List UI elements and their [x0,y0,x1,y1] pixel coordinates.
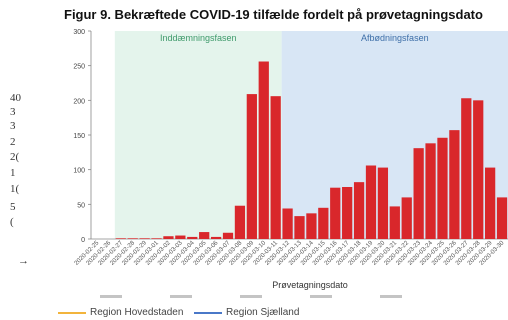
x-axis-title: Prøvetagningsdato [272,280,348,290]
bar-2020-02-27 [115,238,126,239]
bar-2020-03-06 [210,236,222,239]
bar-2020-03-12 [282,208,293,239]
background-partial-label: 1( [10,183,20,195]
bar-2020-03-11 [270,96,281,239]
bar-2020-03-01 [151,238,162,239]
background-partial-label: 3 [10,120,16,132]
legend-swatch-hovedstaden [58,312,86,314]
bar-2020-03-17 [342,187,353,239]
background-partial-label: 40 [10,92,21,104]
bar-2020-03-02 [163,236,174,239]
y-tick-label: 50 [77,202,85,209]
y-tick-label: 200 [73,98,85,105]
bar-2020-03-23 [413,148,424,239]
bar-2020-03-03 [175,235,186,239]
bar-2020-03-04 [187,236,198,239]
bar-2020-03-19 [365,165,377,239]
background-partial-label: 5 [10,201,16,213]
background-partial-label: 3 [10,106,16,118]
bar-2020-02-29 [139,238,150,239]
y-tick-label: 100 [73,168,85,175]
background-partial-label: 2( [10,151,20,163]
bar-2020-03-25 [437,137,448,239]
bar-2020-03-13 [294,216,305,239]
background-partial-label: ( [10,216,14,228]
bar-2020-03-21 [389,206,400,239]
x-axis: 2020-02-252020-02-262020-02-272020-02-28… [73,239,506,267]
legend-label-sjaelland: Region Sjælland [226,307,300,318]
bar-2020-03-30 [496,197,508,239]
cut-off-legend-strip [100,295,410,298]
y-tick-label: 150 [73,133,85,140]
phase-label-1: Afbødningsfasen [361,33,429,43]
y-tick-label: 250 [73,64,85,71]
y-tick-label: 0 [81,237,85,244]
figure-title: Figur 9. Bekræftede COVID-19 tilfælde fo… [64,7,483,22]
bar-2020-03-26 [449,130,460,239]
bar-2020-03-29 [485,167,496,239]
bar-2020-03-24 [425,143,436,239]
y-tick-label: 300 [73,29,85,36]
legend-swatch-sjaelland [194,312,222,314]
phase-bands: Inddæmningsfasen Afbødningsfasen [114,31,508,239]
bar-2020-03-15 [318,207,329,239]
bar-2020-03-18 [353,182,365,239]
bar-2020-03-22 [401,197,412,239]
background-partial-label: 1 [10,167,16,179]
background-partial-label: → [18,255,29,267]
phase-label-0: Inddæmningsfasen [160,33,237,43]
bar-2020-03-14 [306,213,317,239]
bar-2020-03-27 [461,98,472,240]
bar-2020-03-10 [258,61,269,239]
bar-2020-03-08 [234,205,246,239]
bar-2020-03-05 [199,232,210,239]
bar-2020-03-28 [473,100,484,239]
bar-2020-03-07 [222,232,234,239]
bar-2020-03-16 [330,187,341,239]
bar-2020-03-09 [246,94,257,240]
bar-2020-03-20 [377,167,389,239]
bar-2020-02-28 [127,238,138,239]
legend-label-hovedstaden: Region Hovedstaden [90,307,184,318]
background-partial-label: 2 [10,136,16,148]
bars [115,61,508,240]
